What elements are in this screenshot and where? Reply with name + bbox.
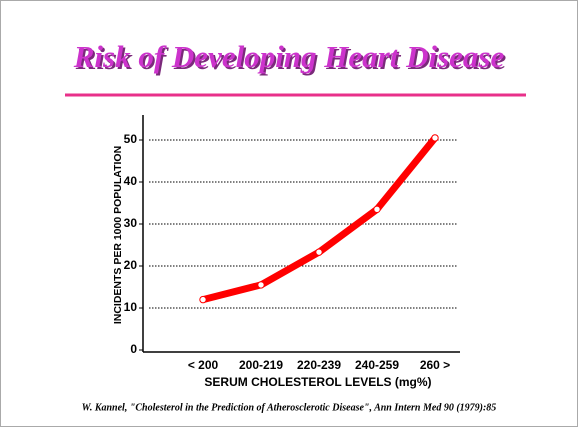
- point: [431, 134, 439, 142]
- y-tick-label: 0: [130, 342, 137, 356]
- y-tick-label: 10: [124, 300, 138, 314]
- x-tick-label: 240-259: [355, 358, 399, 372]
- x-tick-label: < 200: [188, 358, 219, 372]
- x-tick-label: 220-239: [297, 358, 341, 372]
- chart-title: Risk of Developing Heart Disease: [73, 39, 505, 74]
- y-tick-label: 50: [124, 132, 138, 146]
- point: [373, 205, 381, 214]
- title-shadow: Risk of Developing Heart Disease: [75, 41, 507, 76]
- x-axis-label: SERUM CHOLESTEROL LEVELS (mg%): [204, 375, 431, 389]
- source-note: W. Kannel, "Cholesterol in the Predictio…: [82, 402, 497, 413]
- point: [257, 281, 265, 289]
- point: [315, 248, 323, 256]
- x-tick-label: 260 >: [420, 358, 450, 372]
- y-axis-label: INCIDENTS PER 1000 POPULATION: [112, 146, 124, 324]
- point: [199, 295, 207, 304]
- x-tick-label: 200-219: [239, 358, 283, 372]
- y-tick-label: 20: [124, 258, 138, 272]
- y-tick-label: 30: [124, 216, 138, 230]
- y-tick-label: 40: [124, 174, 138, 188]
